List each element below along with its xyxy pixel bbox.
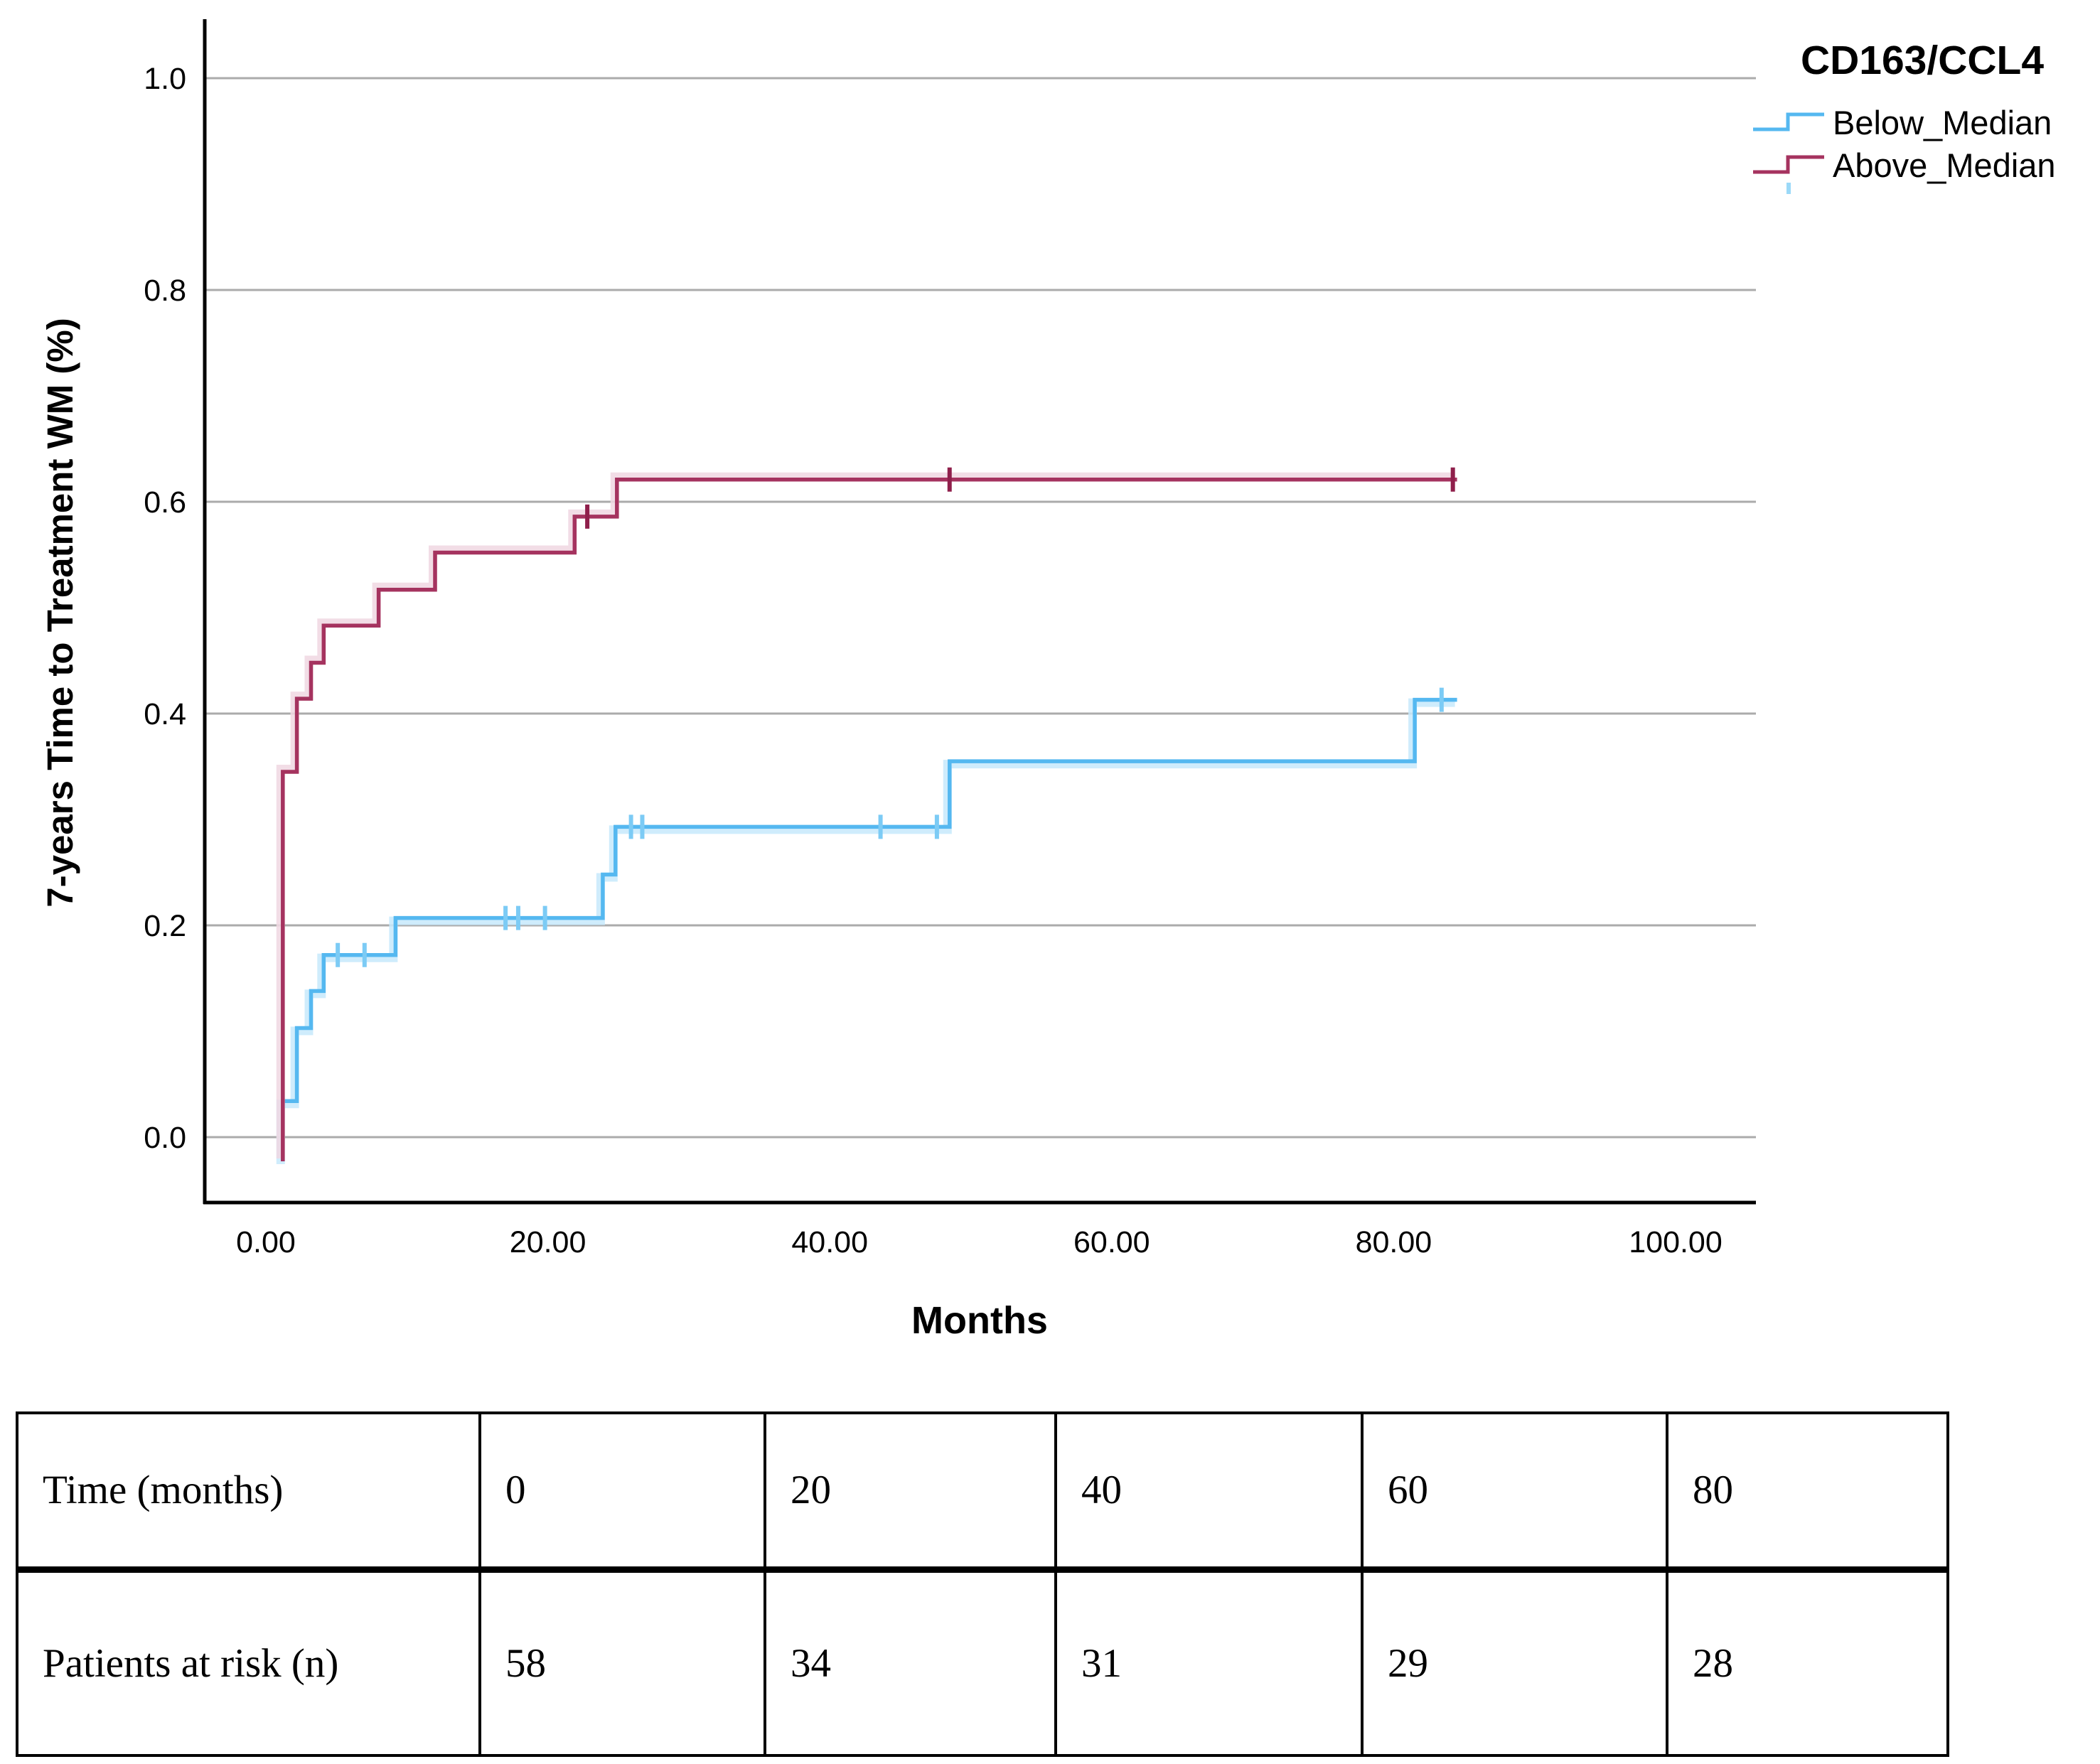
risk-cell: 31	[1054, 1568, 1364, 1757]
y-tick-label: 0.6	[144, 485, 186, 520]
y-tick-label: 0.0	[144, 1121, 186, 1155]
risk-cell: 60	[1361, 1411, 1668, 1573]
risk-table-row-time: Time (months) 0 20 40 60 80	[16, 1411, 1949, 1573]
risk-cell: 28	[1666, 1568, 1949, 1757]
legend-step-icon-Above_Median	[1753, 155, 1824, 174]
risk-cell: 0	[478, 1411, 766, 1573]
x-tick-label: 80.00	[1356, 1225, 1432, 1259]
legend-title: CD163/CCL4	[1801, 38, 2044, 83]
risk-row-label: Time (months)	[16, 1411, 481, 1573]
y-tick-label: 0.2	[144, 909, 186, 943]
km-chart: 0.0 0.2 0.4 0.6 0.8 1.0 0.00 20.00 40.00 60.00 80.…	[40, 19, 2056, 1342]
risk-cell: 58	[478, 1568, 766, 1757]
risk-cell: 40	[1054, 1411, 1364, 1573]
x-tick-label: 0.00	[236, 1225, 296, 1259]
y-tick-label: 0.4	[144, 697, 186, 731]
risk-table: Time (months) 0 20 40 60 80 Patients at …	[16, 1411, 1949, 1757]
legend-step-icon-Below_Median	[1753, 112, 1824, 131]
y-tick-label: 0.8	[144, 274, 186, 308]
x-tick-label: 20.00	[510, 1225, 586, 1259]
legend-label-Above_Median: Above_Median	[1833, 146, 2056, 184]
km-curve-Below_Median	[281, 697, 1457, 1161]
risk-cell: 80	[1666, 1411, 1949, 1573]
risk-cell: 34	[764, 1568, 1057, 1757]
risk-table-row-patients: Patients at risk (n) 58 34 31 29 28	[16, 1568, 1949, 1757]
y-tick-label: 1.0	[144, 62, 186, 96]
km-curve-halo-Above_Median	[276, 472, 1455, 1158]
y-axis-title: 7-years Time to Treatment WM (%)	[40, 318, 80, 907]
risk-row-label: Patients at risk (n)	[16, 1568, 481, 1757]
km-curve-Above_Median	[281, 477, 1457, 1161]
risk-cell: 20	[764, 1411, 1057, 1573]
x-tick-label: 60.00	[1073, 1225, 1150, 1259]
legend-label-Below_Median: Below_Median	[1833, 104, 2052, 141]
km-curve-halo-Below_Median	[276, 698, 1455, 1164]
x-axis-title: Months	[911, 1299, 1048, 1342]
x-tick-label: 100.00	[1629, 1225, 1723, 1259]
x-tick-label: 40.00	[791, 1225, 868, 1259]
risk-cell: 29	[1361, 1568, 1668, 1757]
